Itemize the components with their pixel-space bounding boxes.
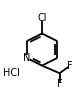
Text: F: F <box>57 79 62 89</box>
Text: N: N <box>23 53 30 63</box>
Text: HCl: HCl <box>3 68 20 78</box>
Text: Cl: Cl <box>37 13 47 23</box>
Text: F: F <box>67 61 73 71</box>
